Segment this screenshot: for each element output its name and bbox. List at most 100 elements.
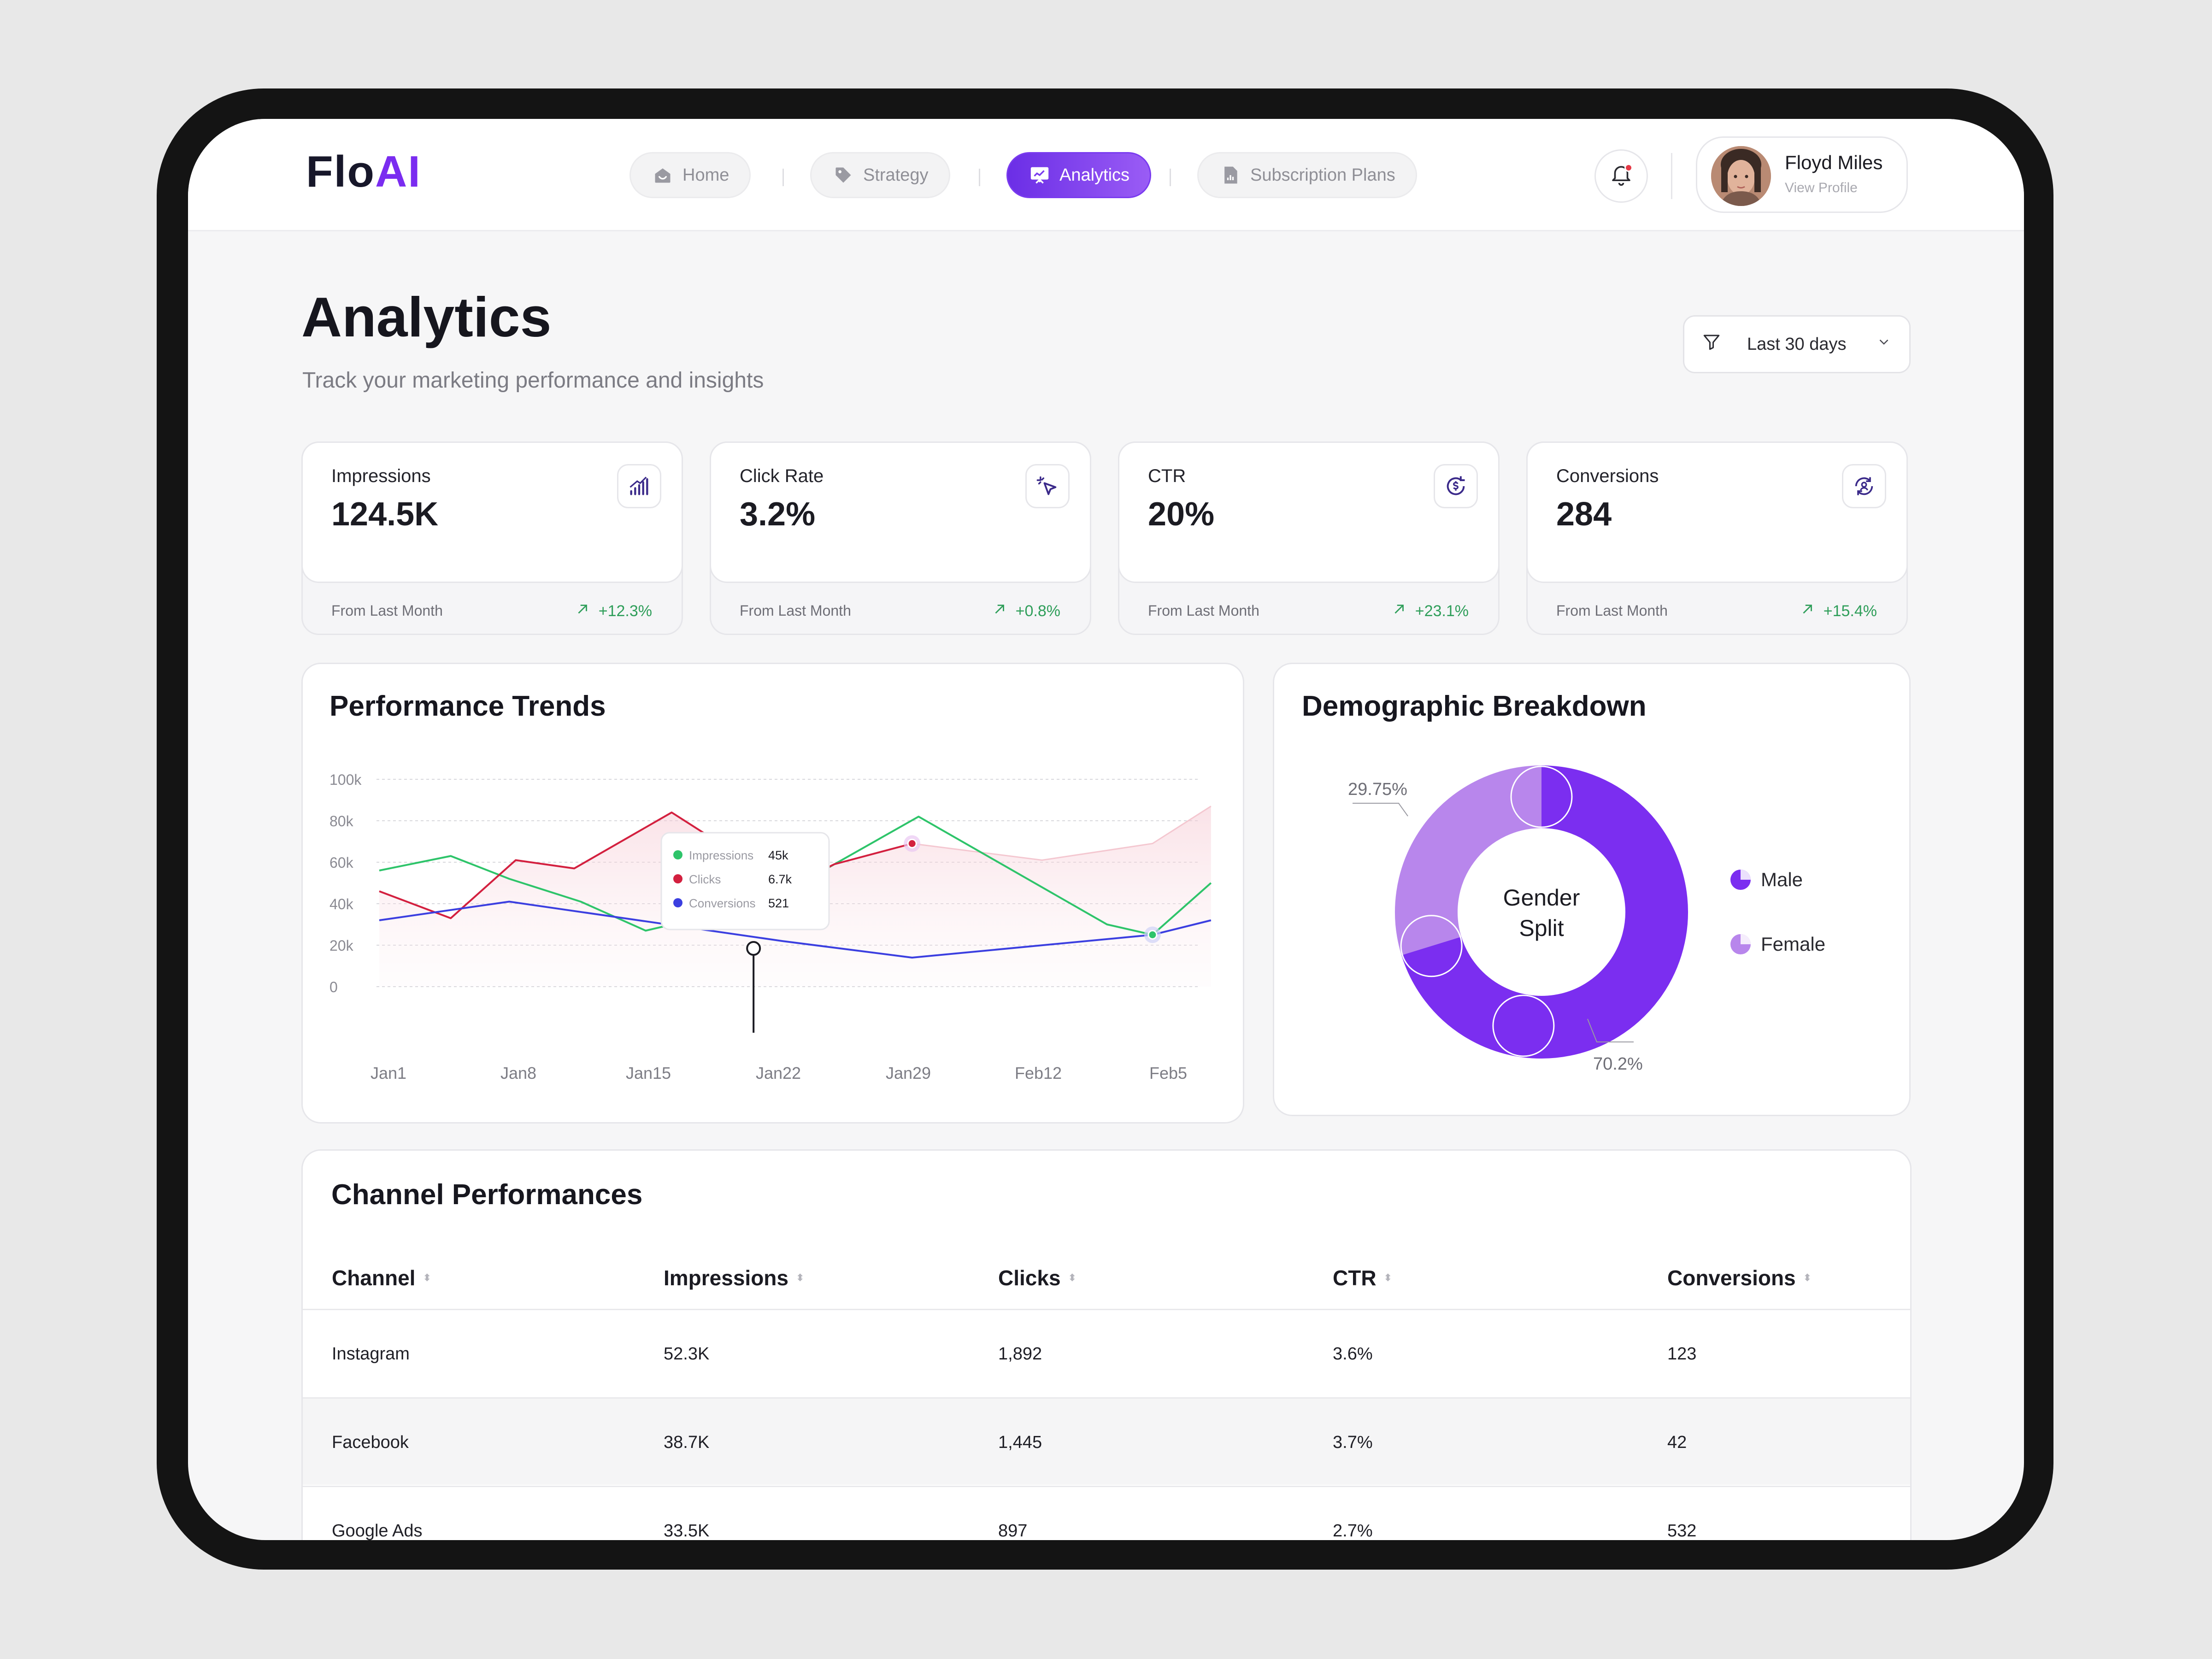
signal-bars-icon <box>617 464 661 508</box>
stat-card-body: Click Rate 3.2% <box>710 441 1091 583</box>
y-tick-label: 60k <box>329 854 354 871</box>
sort-icon: ⬍ <box>1068 1272 1077 1283</box>
legend-dot-conversions <box>673 898 682 907</box>
arrow-up-right-icon <box>575 601 590 621</box>
leader-line <box>1587 1018 1634 1042</box>
presentation-chart-icon <box>1028 164 1051 187</box>
cell-ctr: 2.7% <box>1333 1521 1373 1541</box>
column-header-conversions[interactable]: Conversions ⬍ <box>1667 1266 1812 1290</box>
x-tick-label: Jan29 <box>886 1064 931 1082</box>
x-tick-label: Feb12 <box>1015 1064 1062 1082</box>
nav-home[interactable]: Home <box>629 152 751 198</box>
performance-trends-panel: Performance Trends 100k 80k 60k 40k 20k 0 Jan1… <box>301 663 1244 1124</box>
cell-channel: Google Ads <box>332 1521 423 1541</box>
stat-card-click-rate: Click Rate 3.2% From Last Month +0.8% <box>710 441 1091 635</box>
view-profile-link[interactable]: View Profile <box>1785 180 1858 195</box>
table-row[interactable]: Google Ads 33.5K 897 2.7% 532 <box>303 1486 1910 1540</box>
cell-channel: Facebook <box>332 1432 409 1452</box>
cell-clicks: 897 <box>998 1521 1028 1541</box>
stat-card-conversions: Conversions 284 From Last Month +15.4% <box>1526 441 1908 635</box>
arrow-up-right-icon <box>1391 601 1407 621</box>
leader-line <box>1353 803 1408 817</box>
avatar <box>1711 146 1771 206</box>
tooltip-series-name: Impressions <box>689 848 753 862</box>
filter-icon <box>1702 332 1721 356</box>
stat-value: 124.5K <box>331 496 439 533</box>
demographic-breakdown-panel: Demographic Breakdown Gender Split 70.2% 29… <box>1273 663 1911 1116</box>
legend-label-male: Male <box>1761 869 1803 890</box>
sort-icon: ⬍ <box>1383 1272 1392 1283</box>
home-icon <box>651 164 674 187</box>
stat-footer: From Last Month <box>1556 602 1668 619</box>
nav-divider <box>1170 169 1171 186</box>
column-header-impressions[interactable]: Impressions ⬍ <box>664 1266 805 1290</box>
cell-clicks: 1,445 <box>998 1432 1042 1452</box>
y-tick-label: 0 <box>329 979 338 995</box>
slice-label-female: 29.75% <box>1348 780 1407 799</box>
column-header-clicks[interactable]: Clicks ⬍ <box>998 1266 1077 1290</box>
performance-trends-chart[interactable]: 100k 80k 60k 40k 20k 0 Jan1 Jan8 Jan15 Jan22 Jan29… <box>303 664 1246 1125</box>
tooltip-series-value: 6.7k <box>768 872 792 886</box>
tooltip-series-value: 521 <box>768 896 789 910</box>
stat-value: 284 <box>1556 496 1612 533</box>
sort-icon: ⬍ <box>423 1272 431 1283</box>
x-tick-label: Jan15 <box>626 1064 671 1082</box>
y-tick-label: 100k <box>329 771 362 788</box>
stat-card-body: Conversions 284 <box>1526 441 1908 583</box>
column-header-channel[interactable]: Channel ⬍ <box>332 1266 431 1290</box>
slice-label-male: 70.2% <box>1593 1054 1643 1074</box>
table-row[interactable]: Instagram 52.3K 1,892 3.6% 123 <box>303 1309 1910 1396</box>
sort-icon: ⬍ <box>1803 1272 1812 1283</box>
column-header-ctr[interactable]: CTR ⬍ <box>1333 1266 1392 1290</box>
cell-clicks: 1,892 <box>998 1344 1042 1364</box>
tag-icon <box>832 164 855 187</box>
gender-split-donut-chart[interactable]: Gender Split 70.2% 29.75% Male Female <box>1274 664 1912 1118</box>
app-logo[interactable]: FloAI <box>306 147 421 196</box>
nav-subscription-label: Subscription Plans <box>1250 165 1395 185</box>
user-name: Floyd Miles <box>1785 152 1883 173</box>
x-tick-label: Jan8 <box>500 1064 536 1082</box>
slice-separator <box>1492 994 1555 1057</box>
clicks-marker <box>907 839 917 848</box>
cell-conversions: 532 <box>1667 1521 1697 1541</box>
impressions-marker <box>1147 930 1158 940</box>
page-title: Analytics <box>301 286 552 348</box>
tooltip-series-value: 45k <box>768 848 788 862</box>
chevron-down-icon <box>1876 334 1892 354</box>
nav-strategy[interactable]: Strategy <box>810 152 950 198</box>
table-row[interactable]: Facebook 38.7K 1,445 3.7% 42 <box>303 1397 1910 1485</box>
y-tick-label: 40k <box>329 896 354 912</box>
stat-title: CTR <box>1148 466 1186 486</box>
nav-analytics[interactable]: Analytics <box>1006 152 1152 198</box>
header-divider <box>1671 153 1672 199</box>
stat-change: +15.4% <box>1800 601 1877 621</box>
nav-analytics-label: Analytics <box>1059 165 1130 185</box>
stat-card-impressions: Impressions 124.5K From Last Month +12.3… <box>301 441 683 635</box>
arrow-up-right-icon <box>992 601 1007 621</box>
nav-divider <box>782 169 784 186</box>
sort-icon: ⬍ <box>796 1272 805 1283</box>
notification-dot <box>1624 164 1633 172</box>
document-chart-icon <box>1219 164 1242 187</box>
stat-title: Conversions <box>1556 466 1659 486</box>
user-profile-button[interactable]: Floyd Miles View Profile <box>1696 136 1908 213</box>
nav-subscription-plans[interactable]: Subscription Plans <box>1197 152 1417 198</box>
dollar-refresh-icon <box>1434 464 1478 508</box>
app-screen: FloAI Home Strategy Analytics Subscripti… <box>188 119 2024 1540</box>
stat-change: +23.1% <box>1391 601 1469 621</box>
tooltip-series-name: Clicks <box>689 872 721 886</box>
stat-change: +12.3% <box>575 601 652 621</box>
notifications-button[interactable] <box>1594 149 1648 203</box>
panel-title: Demographic Breakdown <box>1302 690 1647 722</box>
x-tick-label: Jan22 <box>756 1064 801 1082</box>
date-range-filter[interactable]: Last 30 days <box>1683 315 1911 373</box>
pie-legend-icon-wedge <box>1741 870 1751 880</box>
stat-footer: From Last Month <box>740 602 851 619</box>
slice-separator <box>1510 765 1573 828</box>
nav-strategy-label: Strategy <box>863 165 929 185</box>
date-range-label: Last 30 days <box>1747 334 1847 354</box>
series-line-conversions <box>379 900 1212 959</box>
stat-footer: From Last Month <box>1148 602 1259 619</box>
nav-divider <box>979 169 980 186</box>
legend-dot-clicks <box>673 874 682 883</box>
